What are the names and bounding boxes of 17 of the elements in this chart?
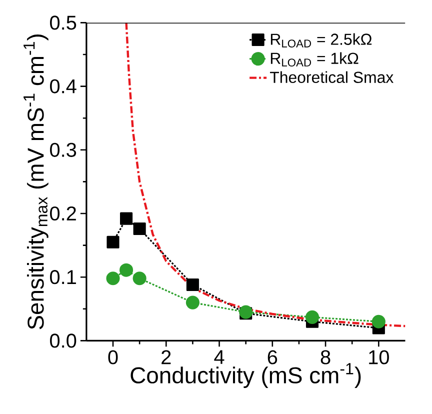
y-tick-label: 0.0 — [50, 334, 76, 348]
y-tick-label: 0.2 — [50, 206, 76, 221]
x-tick-label: 6 — [268, 350, 278, 364]
x-tick-label: 8 — [320, 350, 330, 364]
legend-label: R$_{LOAD}$ = 1kΩ — [270, 52, 358, 67]
x-tick-label: 0 — [108, 350, 118, 364]
x-axis-title: Conductivity (mS cm$^{-1}$) — [130, 363, 361, 388]
x-tick-label: 2 — [162, 350, 171, 364]
y-tick-label: 0.1 — [50, 270, 76, 284]
y-tick-label: 0.5 — [50, 16, 76, 30]
y-tick-label: 0.4 — [50, 79, 76, 94]
y-axis-title: Sensitivity$_{max}$ (mV mS$^{-1}$ cm$^{-1}$) — [24, 34, 48, 330]
legend-label: R$_{LOAD}$ = 2.5kΩ — [270, 33, 372, 48]
y-tick-label: 0.3 — [50, 142, 76, 157]
x-tick-label: 10 — [369, 350, 389, 364]
legend-label: Theoretical Smax — [270, 71, 394, 83]
x-tick-label: 4 — [214, 350, 224, 364]
